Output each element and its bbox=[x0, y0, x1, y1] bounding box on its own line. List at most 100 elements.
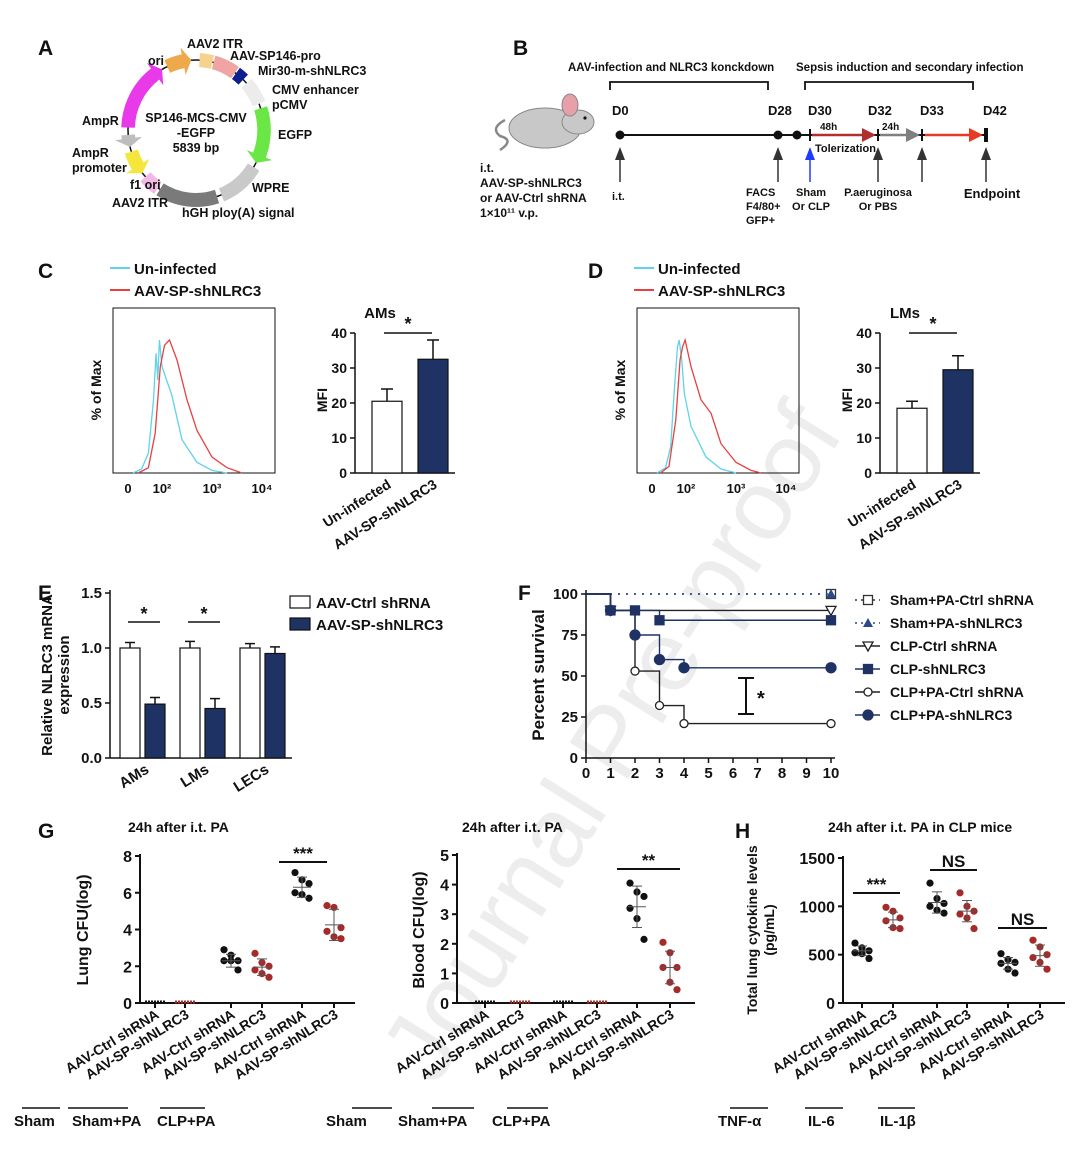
y-tick-label: 1.0 bbox=[81, 640, 102, 657]
x-tick-label: 10⁴ bbox=[776, 481, 797, 496]
marker-triangle bbox=[863, 618, 873, 627]
marker-circle bbox=[862, 709, 874, 721]
event-label: Sham bbox=[796, 187, 826, 199]
marker-square bbox=[825, 615, 837, 626]
mouse-ear bbox=[561, 93, 579, 117]
data-point bbox=[251, 966, 259, 974]
group-label: Sham+PA bbox=[72, 1113, 141, 1130]
x-tick-label: 0 bbox=[124, 481, 131, 496]
day-label: D32 bbox=[868, 103, 892, 118]
marker-square bbox=[654, 615, 665, 626]
bar-AAV-Ctrl shRNA bbox=[179, 647, 201, 759]
x-tick-label: 0 bbox=[648, 481, 655, 496]
group-label: Sham+PA bbox=[398, 1113, 467, 1130]
plasmid-feature-7 bbox=[156, 183, 220, 207]
y-tick-label: 3 bbox=[440, 907, 449, 924]
legend-label: Sham+PA-shNLRC3 bbox=[890, 615, 1023, 631]
x-tick-label: 10³ bbox=[727, 481, 746, 496]
y-tick-label: 0 bbox=[123, 996, 132, 1013]
marker-circle bbox=[629, 629, 641, 641]
up-arrow-head bbox=[917, 147, 927, 160]
y-axis-label: Relative NLRC3 mRNA bbox=[39, 594, 56, 756]
arrow-endpoint-head bbox=[969, 128, 983, 142]
panel-letter-E: E bbox=[38, 582, 52, 605]
plasmid-name: 5839 bp bbox=[173, 141, 220, 155]
significance-label: *** bbox=[293, 844, 313, 863]
up-arrow-head bbox=[773, 147, 783, 160]
legend-label: Un-infected bbox=[134, 261, 217, 278]
plasmid-label: promoter bbox=[72, 161, 127, 175]
y-tick-label: 500 bbox=[808, 948, 835, 965]
plasmid-feature-3 bbox=[241, 78, 266, 107]
timeline-dot bbox=[773, 130, 783, 140]
plasmid-feature-2 bbox=[231, 67, 248, 85]
group-label: CLP+PA bbox=[157, 1113, 216, 1130]
plasmid-feature-10 bbox=[115, 134, 143, 147]
x-tick-label: 10⁴ bbox=[252, 481, 273, 496]
bar-AAV-SP-shNLRC3 bbox=[144, 703, 166, 759]
event-label: Or PBS bbox=[859, 201, 898, 213]
y-axis-label: MFI bbox=[314, 388, 330, 412]
legend-label: Un-infected bbox=[658, 261, 741, 278]
x-tick-label: 10³ bbox=[203, 481, 222, 496]
y-tick-label: 5 bbox=[440, 848, 449, 865]
event-label: Or CLP bbox=[792, 201, 830, 213]
event-label: Endpoint bbox=[964, 186, 1021, 201]
arrow-tolerization-head bbox=[862, 128, 876, 142]
marker-circle bbox=[678, 662, 690, 674]
data-point bbox=[997, 950, 1005, 958]
tolerization-label: Tolerization bbox=[815, 143, 876, 155]
significance-label: * bbox=[200, 604, 207, 624]
panel-letter-G: G bbox=[38, 820, 54, 843]
x-tick-label: 2 bbox=[631, 765, 639, 782]
significance-label: *** bbox=[867, 875, 887, 894]
plasmid-label: WPRE bbox=[252, 181, 290, 195]
y-tick-label: 40 bbox=[331, 325, 347, 341]
data-point bbox=[1011, 958, 1019, 967]
y-axis-label: Lung CFU(log) bbox=[75, 874, 92, 985]
bar-AAV-SP-shNLRC3 bbox=[204, 707, 226, 759]
y-tick-label: 75 bbox=[561, 627, 578, 644]
x-tick-label: 1 bbox=[606, 765, 614, 782]
legend-label: AAV-SP-shNLRC3 bbox=[658, 283, 785, 300]
plasmid-label: ori bbox=[148, 54, 164, 68]
y-tick-label: 0 bbox=[440, 996, 449, 1013]
panel-letter-H: H bbox=[735, 820, 750, 843]
bar-1 bbox=[417, 358, 449, 474]
marker-circle bbox=[825, 662, 837, 674]
data-point bbox=[337, 935, 345, 943]
data-point bbox=[882, 903, 890, 911]
interval-label: 24h bbox=[882, 122, 899, 133]
histogram-frame bbox=[112, 307, 276, 474]
x-tick-label: AMs bbox=[116, 761, 152, 792]
y-tick-label: 10 bbox=[331, 430, 347, 446]
chart-title: 24h after i.t. PA bbox=[128, 819, 229, 835]
plasmid-label: CMV enhancer bbox=[272, 83, 359, 97]
y-axis-label: Blood CFU(log) bbox=[411, 871, 428, 988]
x-tick-label: 10² bbox=[677, 481, 696, 496]
plasmid-label: AmpR bbox=[72, 146, 109, 160]
y-tick-label: 40 bbox=[856, 325, 872, 341]
plasmid-label: EGFP bbox=[278, 128, 312, 142]
y-axis-label: Total lung cytokine levels bbox=[744, 845, 760, 1015]
data-point bbox=[970, 924, 978, 933]
y-axis-label: (pg/mL) bbox=[761, 904, 777, 955]
data-point bbox=[896, 914, 904, 922]
group-label: IL-1β bbox=[880, 1113, 916, 1130]
legend-swatch bbox=[289, 595, 311, 609]
marker-square-open bbox=[862, 594, 874, 606]
chart-title: 24h after i.t. PA bbox=[462, 819, 563, 835]
data-point bbox=[889, 907, 897, 915]
day-label: D28 bbox=[768, 103, 792, 118]
bar-AAV-Ctrl shRNA bbox=[239, 647, 261, 759]
data-point bbox=[220, 946, 228, 954]
legend-label: CLP+PA-Ctrl shRNA bbox=[890, 684, 1024, 700]
plasmid-label: hGH ploy(A) signal bbox=[182, 206, 295, 220]
data-point bbox=[337, 924, 345, 932]
injection-text: 1×10¹¹ v.p. bbox=[480, 206, 538, 220]
injection-text: or AAV-Ctrl shRNA bbox=[480, 191, 587, 205]
x-tick-label: 9 bbox=[802, 765, 810, 782]
legend-label: CLP-Ctrl shRNA bbox=[890, 638, 997, 654]
event-label: i.t. bbox=[612, 191, 625, 203]
data-point bbox=[1043, 951, 1051, 959]
